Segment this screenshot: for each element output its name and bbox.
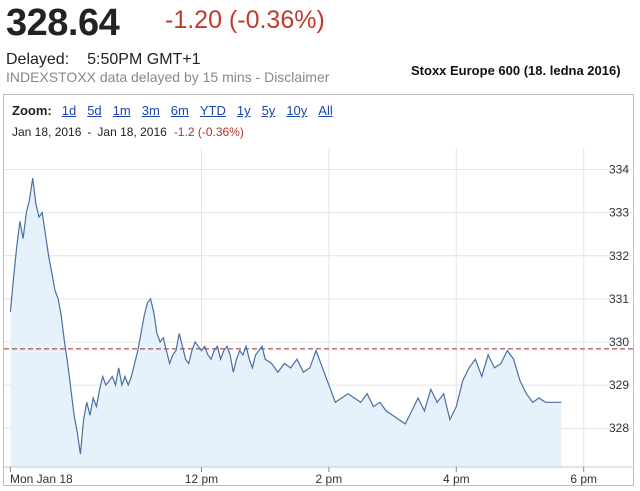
zoom-1m-link[interactable]: 1m	[112, 103, 131, 118]
disclaimer-text[interactable]: INDEXSTOXX data delayed by 15 mins - Dis…	[6, 69, 330, 85]
x-tick-label: 6 pm	[570, 472, 597, 486]
range-start: Jan 18, 2016	[12, 125, 82, 139]
zoom-1y-link[interactable]: 1y	[236, 103, 251, 118]
delayed-label: Delayed:	[6, 51, 70, 68]
price-area-fill	[10, 178, 562, 467]
y-tick-label: 330	[609, 335, 629, 349]
delayed-status: Delayed: 5:50PM GMT+1	[6, 51, 201, 69]
y-tick-label: 332	[609, 249, 629, 263]
x-tick-label: 12 pm	[185, 472, 218, 486]
zoom-bar: Zoom: 1d 5d 1m 3m 6m YTD 1y 5y 10y All	[12, 103, 344, 118]
zoom-10y-link[interactable]: 10y	[286, 103, 308, 118]
zoom-5y-link[interactable]: 5y	[261, 103, 276, 118]
price-change: -1.20 (-0.36%)	[165, 6, 325, 34]
range-end: Jan 18, 2016	[97, 125, 167, 139]
zoom-5d-link[interactable]: 5d	[87, 103, 102, 118]
y-tick-label: 329	[609, 378, 629, 392]
x-tick-label: 4 pm	[443, 472, 470, 486]
zoom-3m-link[interactable]: 3m	[141, 103, 160, 118]
zoom-all-link[interactable]: All	[318, 103, 333, 118]
price-series-line	[9, 178, 562, 455]
zoom-1d-link[interactable]: 1d	[61, 103, 77, 118]
zoom-ytd-link[interactable]: YTD	[199, 103, 226, 118]
range-separator: -	[87, 125, 92, 139]
range-change: -1.2 (-0.36%)	[173, 125, 244, 139]
date-range: Jan 18, 2016- Jan 18, 2016 -1.2 (-0.36%)	[12, 125, 244, 139]
zoom-label: Zoom:	[12, 103, 52, 118]
zoom-6m-link[interactable]: 6m	[170, 103, 189, 118]
y-tick-label: 334	[609, 163, 629, 177]
current-price: 328.64	[6, 2, 120, 44]
delayed-time: 5:50PM GMT+1	[87, 51, 201, 68]
y-tick-label: 331	[609, 292, 629, 306]
y-tick-label: 328	[609, 421, 629, 435]
x-tick-label: Mon Jan 18	[10, 472, 73, 486]
chart-title: Stoxx Europe 600 (18. ledna 2016)	[411, 63, 621, 78]
x-tick-label: 2 pm	[316, 472, 343, 486]
y-tick-label: 333	[609, 206, 629, 220]
chart-frame	[3, 94, 634, 486]
